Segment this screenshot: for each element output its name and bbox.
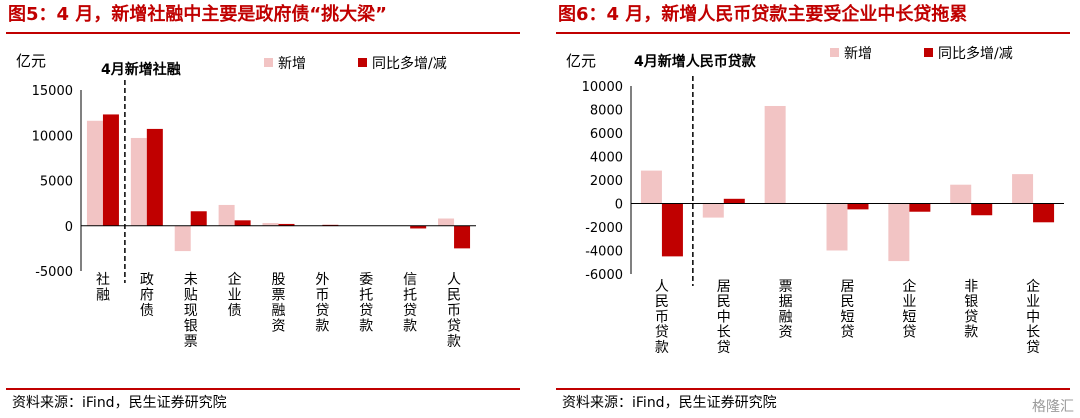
right-category-label-6: 企业中长贷 — [1026, 278, 1040, 356]
right-bar-s1-4 — [888, 203, 910, 262]
left-chart-svg: 亿元 4月新增社融 新增 同比多增/减 15000 10000 5000 0 -5000 社融政府… — [16, 52, 476, 350]
left-category-label-5: 外币贷款 — [315, 272, 329, 335]
right-chart-panel: 图6：4 月，新增人民币贷款主要受企业中长贷拖累 亿元 4月新增人民币贷款 新增 同比… — [556, 0, 1076, 418]
left-category-label-1: 政府债 — [140, 272, 154, 319]
left-legend-swatch-1 — [264, 58, 273, 67]
left-y-tick-3: 0 — [65, 220, 73, 235]
right-y-tick-3: 4000 — [590, 151, 623, 166]
left-source-rule — [6, 388, 520, 390]
right-bar-s2-5 — [971, 203, 993, 216]
left-category-label-7: 信托贷款 — [403, 272, 417, 335]
right-category-label-1: 居民中长贷 — [717, 279, 731, 356]
left-bar-s1-3 — [218, 204, 235, 226]
left-chart-panel: 图5：4 月，新增社融中主要是政府债“挑大梁” 亿元 4月新增社融 新增 同比多增/减… — [6, 0, 526, 418]
right-y-tick-8: -6000 — [585, 268, 623, 283]
right-category-label-3: 居民短贷 — [841, 279, 855, 341]
right-category-label-5: 非银贷款 — [964, 279, 978, 341]
left-bar-s2-0 — [102, 114, 119, 226]
right-chart-svg: 亿元 4月新增人民币贷款 新增 同比多增/减 10000 8000 6000 4000 2000… — [566, 45, 1064, 356]
left-bar-s1-2 — [174, 225, 191, 252]
right-y-tick-6: -2000 — [585, 221, 623, 236]
right-y-tick-5: 0 — [615, 198, 623, 213]
right-source-note: 资料来源：iFind，民生证券研究院 — [562, 395, 777, 411]
left-figure-title: 图5：4 月，新增社融中主要是政府债“挑大梁” — [8, 4, 387, 25]
right-y-tick-7: -4000 — [585, 245, 623, 260]
left-y-tick-0: 15000 — [32, 84, 73, 99]
right-bar-s2-6 — [1033, 203, 1055, 223]
right-category-label-2: 票据融资 — [779, 279, 793, 341]
left-y-tick-4: -5000 — [35, 265, 73, 280]
right-legend-label-2: 同比多增/减 — [938, 45, 1013, 62]
right-bar-s2-1 — [723, 198, 745, 204]
right-legend-label-1: 新增 — [844, 46, 872, 62]
right-bar-s1-3 — [826, 203, 848, 251]
left-category-label-6: 委托贷款 — [359, 272, 373, 335]
left-bar-s1-1 — [130, 137, 147, 226]
right-bar-s1-2 — [764, 105, 786, 204]
left-bar-s2-1 — [146, 128, 163, 226]
left-legend-label-1: 新增 — [278, 56, 306, 72]
left-inner-title: 4月新增社融 — [101, 61, 181, 78]
right-unit-label: 亿元 — [566, 52, 596, 70]
right-bar-s1-5 — [950, 184, 972, 204]
left-title-rule — [6, 32, 520, 34]
right-inner-title: 4月新增人民币贷款 — [634, 53, 757, 70]
right-bar-s1-6 — [1012, 174, 1034, 204]
left-bar-s1-8 — [438, 218, 455, 226]
left-source-note: 资料来源：iFind，民生证券研究院 — [12, 395, 227, 411]
left-category-label-4: 股票融资 — [272, 272, 286, 335]
left-bar-s2-3 — [234, 220, 251, 226]
left-category-label-0: 社融 — [96, 272, 110, 304]
left-y-tick-2: 5000 — [40, 175, 73, 190]
left-category-label-2: 未贴现银票 — [184, 272, 198, 350]
left-bar-s1-4 — [262, 223, 279, 226]
right-bar-s2-4 — [909, 203, 931, 212]
right-title-rule — [556, 32, 1070, 34]
right-y-tick-1: 8000 — [590, 104, 623, 119]
left-bar-s1-0 — [86, 120, 103, 226]
left-bar-s2-7 — [410, 225, 427, 229]
right-y-tick-4: 2000 — [590, 174, 623, 189]
right-legend-swatch-2 — [924, 48, 933, 57]
left-bar-s2-4 — [278, 223, 295, 226]
right-bar-s1-0 — [640, 170, 662, 204]
right-bar-s2-3 — [847, 203, 869, 210]
right-bar-s2-0 — [661, 203, 683, 257]
right-legend-swatch-1 — [830, 48, 839, 57]
right-source-rule — [556, 388, 1070, 390]
right-figure-title: 图6：4 月，新增人民币贷款主要受企业中长贷拖累 — [558, 4, 968, 25]
left-y-tick-1: 10000 — [32, 129, 73, 144]
left-legend-swatch-2 — [358, 58, 367, 67]
left-bar-s2-2 — [190, 211, 207, 226]
right-category-label-4: 企业短贷 — [902, 278, 916, 341]
right-y-tick-0: 10000 — [582, 80, 623, 95]
right-y-tick-2: 6000 — [590, 127, 623, 142]
left-unit-label: 亿元 — [16, 52, 46, 70]
right-category-label-0: 人民币贷款 — [655, 279, 669, 356]
left-legend-label-2: 同比多增/减 — [372, 55, 447, 72]
left-bar-s2-8 — [454, 225, 471, 249]
watermark-logo: 格隆汇 — [1032, 399, 1074, 415]
left-category-label-3: 企业债 — [228, 271, 242, 319]
right-bar-s1-1 — [702, 203, 724, 218]
left-category-label-8: 人民币贷款 — [447, 272, 461, 350]
